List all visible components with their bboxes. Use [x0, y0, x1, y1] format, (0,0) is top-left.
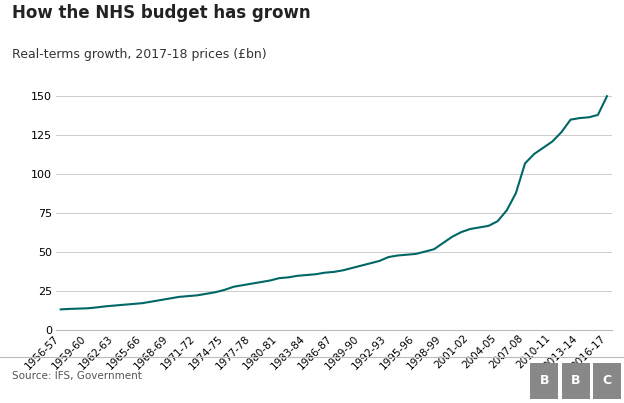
- Text: B: B: [571, 374, 580, 387]
- Text: B: B: [540, 374, 549, 387]
- Text: How the NHS budget has grown: How the NHS budget has grown: [12, 4, 311, 22]
- Text: C: C: [602, 374, 612, 387]
- Text: Source: IFS, Government: Source: IFS, Government: [12, 371, 142, 381]
- Text: Real-terms growth, 2017-18 prices (£bn): Real-terms growth, 2017-18 prices (£bn): [12, 48, 267, 61]
